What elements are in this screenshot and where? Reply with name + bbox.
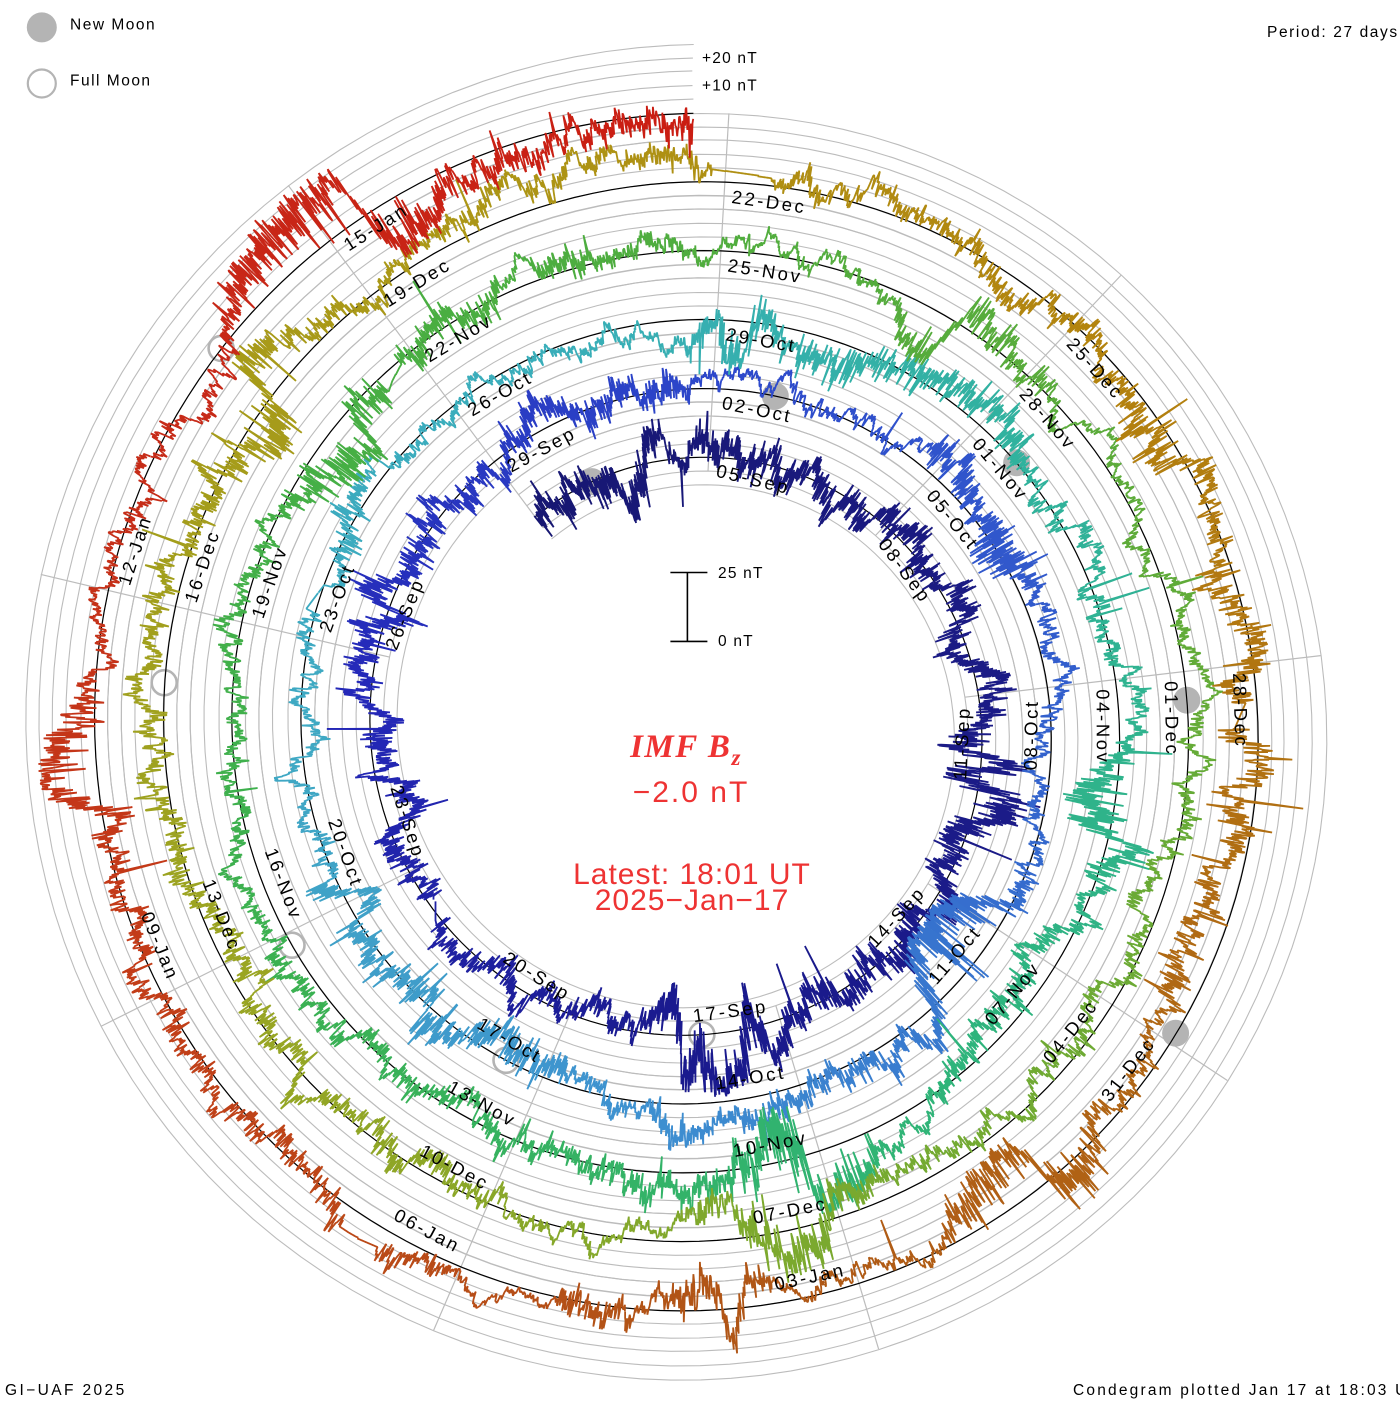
svg-text:Condegram plotted Jan 17 at 18: Condegram plotted Jan 17 at 18:03 UT (1073, 1382, 1400, 1399)
svg-text:Period: 27 days: Period: 27 days (1267, 24, 1399, 41)
svg-text:2025−Jan−17: 2025−Jan−17 (595, 884, 790, 917)
svg-text:11-Sep: 11-Sep (949, 706, 974, 781)
svg-text:GI−UAF 2025: GI−UAF 2025 (5, 1382, 127, 1399)
svg-text:Latest: 18:01 UT: Latest: 18:01 UT (573, 858, 811, 891)
svg-text:08-Oct: 08-Oct (1020, 699, 1042, 770)
svg-text:IMF Bz: IMF Bz (629, 729, 742, 770)
svg-text:0 nT: 0 nT (718, 633, 754, 650)
svg-text:28-Dec: 28-Dec (1229, 673, 1252, 749)
svg-text:25 nT: 25 nT (718, 565, 764, 582)
svg-text:New Moon: New Moon (70, 17, 156, 34)
svg-text:Full Moon: Full Moon (70, 73, 152, 90)
svg-text:+20 nT: +20 nT (702, 50, 758, 67)
svg-text:+10 nT: +10 nT (702, 77, 758, 94)
svg-text:−2.0 nT: −2.0 nT (633, 776, 750, 809)
svg-text:01-Dec: 01-Dec (1161, 681, 1184, 757)
svg-text:04-Nov: 04-Nov (1093, 689, 1114, 764)
